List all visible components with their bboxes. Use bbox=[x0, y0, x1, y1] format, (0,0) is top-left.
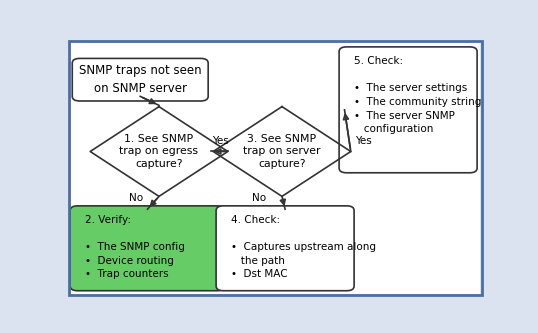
Text: No: No bbox=[129, 193, 143, 203]
Text: 4. Check:

•  Captures upstream along
   the path
•  Dst MAC: 4. Check: • Captures upstream along the … bbox=[231, 215, 376, 279]
Text: No: No bbox=[252, 193, 266, 203]
Text: SNMP traps not seen
on SNMP server: SNMP traps not seen on SNMP server bbox=[79, 65, 202, 95]
FancyBboxPatch shape bbox=[70, 206, 225, 291]
Text: 5. Check:

•  The server settings
•  The community string
•  The server SNMP
   : 5. Check: • The server settings • The co… bbox=[354, 56, 482, 134]
FancyBboxPatch shape bbox=[339, 47, 477, 173]
Polygon shape bbox=[213, 107, 351, 196]
Text: 1. See SNMP
trap on egress
capture?: 1. See SNMP trap on egress capture? bbox=[119, 134, 199, 169]
Text: 2. Verify:

•  The SNMP config
•  Device routing
•  Trap counters: 2. Verify: • The SNMP config • Device ro… bbox=[85, 215, 185, 279]
FancyBboxPatch shape bbox=[216, 206, 354, 291]
Text: Yes: Yes bbox=[355, 136, 372, 146]
Text: Yes: Yes bbox=[212, 136, 229, 146]
Polygon shape bbox=[90, 107, 228, 196]
Text: 3. See SNMP
trap on server
capture?: 3. See SNMP trap on server capture? bbox=[243, 134, 321, 169]
FancyBboxPatch shape bbox=[72, 58, 208, 101]
FancyBboxPatch shape bbox=[72, 43, 480, 294]
